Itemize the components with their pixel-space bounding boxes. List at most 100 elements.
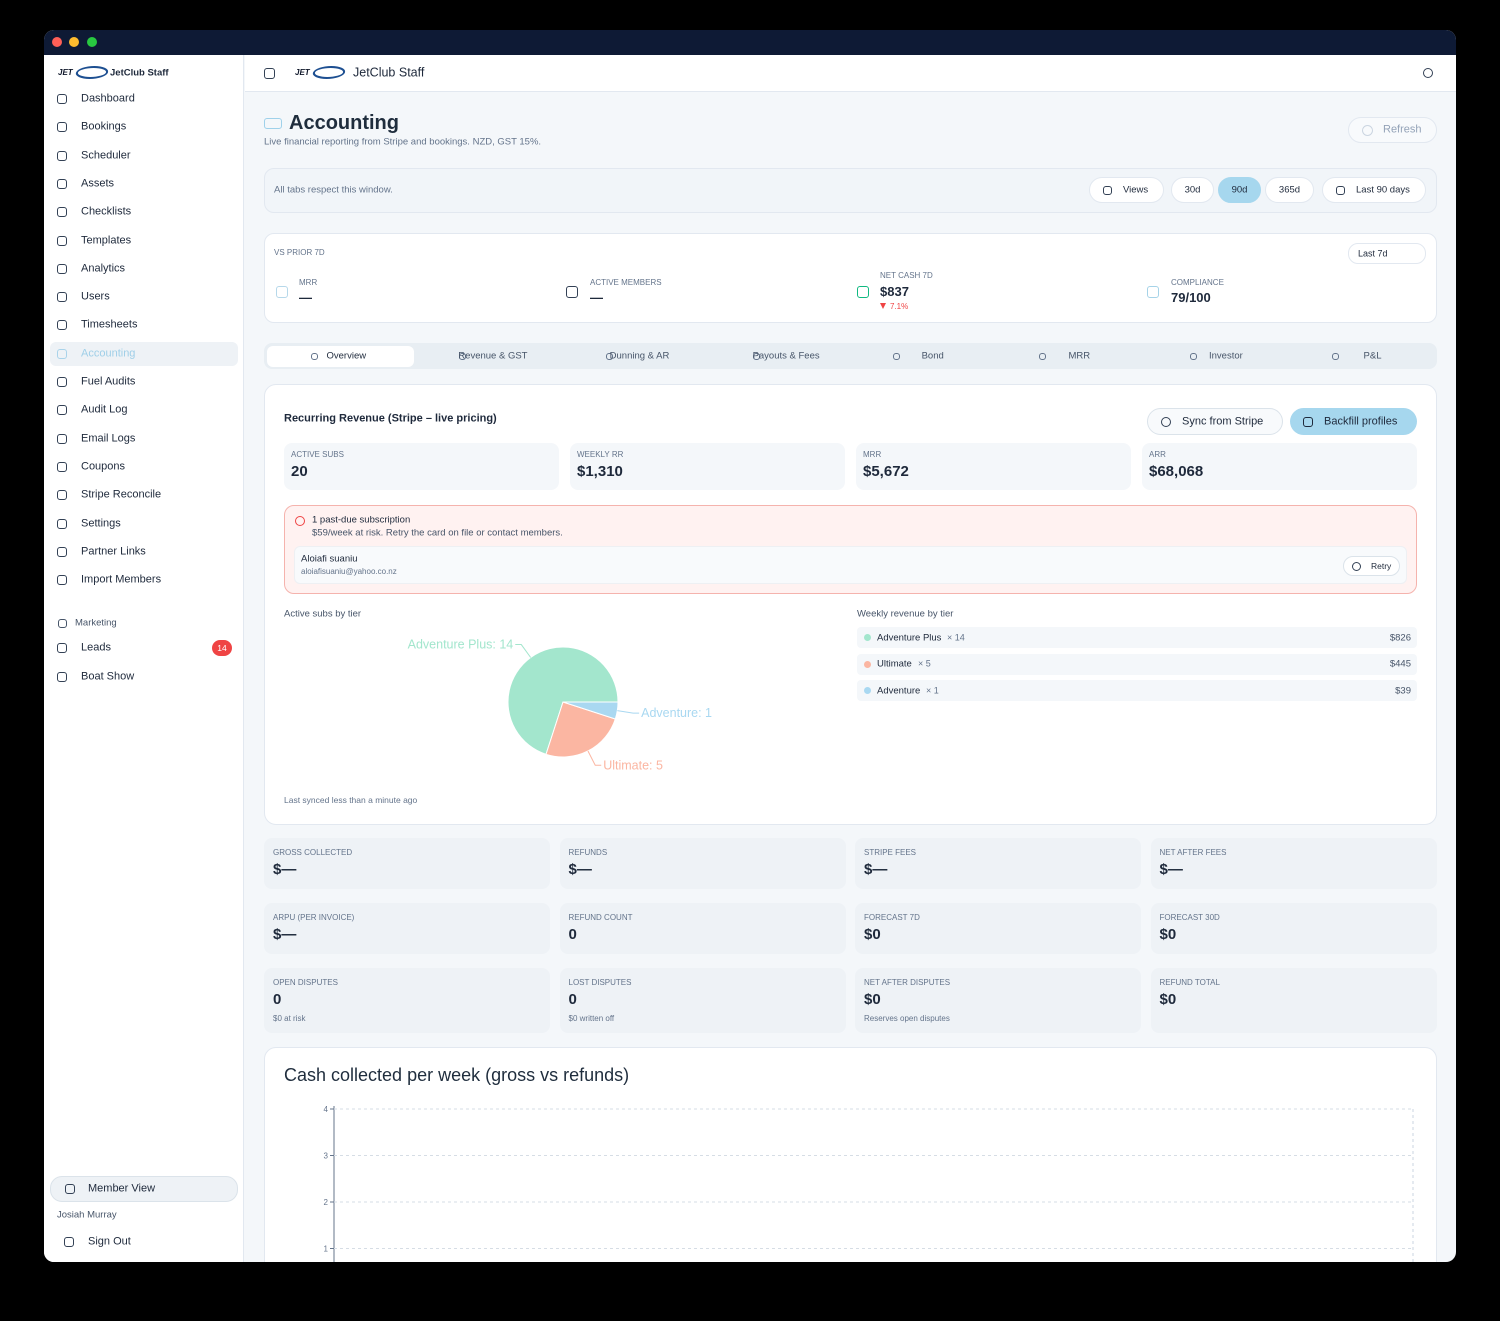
backfill-label[interactable]: Backfill profiles	[1324, 414, 1398, 427]
stat-value: $68,068	[1149, 463, 1204, 480]
retry-label[interactable]: Retry	[1371, 560, 1392, 571]
tier-name: Adventure Plus	[877, 631, 942, 643]
header-icon	[264, 118, 282, 129]
sign-out[interactable]: Sign Out	[88, 1235, 131, 1248]
metric-card	[559, 968, 846, 1033]
metric-note: $0 written off	[568, 1014, 615, 1024]
range-label[interactable]: 365d	[1278, 184, 1301, 196]
nav-item[interactable]: Scheduler	[81, 149, 131, 161]
tab[interactable]: Bond	[921, 350, 944, 362]
metric-value: $—	[273, 926, 297, 943]
nav-item[interactable]: Import Members	[81, 573, 162, 586]
tab[interactable]: Dunning & AR	[609, 350, 670, 362]
metric-label: REFUND COUNT	[568, 913, 633, 923]
page-title: Accounting	[289, 112, 399, 134]
button-icon	[1102, 185, 1112, 195]
nav-item[interactable]: Checklists	[81, 205, 132, 218]
metric-value: 0	[568, 926, 577, 943]
tab[interactable]: Revenue & GST	[458, 350, 528, 362]
nav-icon	[57, 433, 67, 444]
sync-icon	[1161, 416, 1171, 427]
metric-card	[264, 968, 550, 1033]
nav-item[interactable]: Templates	[81, 233, 132, 246]
nav-icon	[57, 207, 67, 218]
nav-icon	[57, 348, 67, 359]
nav-item[interactable]: Boat Show	[81, 669, 135, 682]
tab-icon	[459, 352, 467, 360]
tab[interactable]: Investor	[1208, 350, 1243, 362]
nav-item[interactable]: Leads	[81, 641, 111, 654]
window-control[interactable]	[69, 37, 79, 47]
period-select[interactable]	[1348, 243, 1426, 264]
backfill-button[interactable]	[1290, 408, 1417, 435]
nav-icon	[57, 150, 67, 161]
period-label[interactable]: Last 7d	[1358, 248, 1388, 259]
app-window: JET JetClub Staff Dashboard Bookings Schedul…	[44, 30, 1456, 1262]
sync-label[interactable]: Sync from Stripe	[1182, 414, 1264, 427]
kpi-caption: VS PRIOR 7D	[274, 248, 325, 258]
kpi-delta: 7.1%	[890, 302, 909, 312]
nav-icon	[57, 518, 67, 529]
kpi-icon	[1147, 286, 1159, 298]
nav-item[interactable]: Partner Links	[81, 545, 146, 558]
range-button[interactable]	[1089, 177, 1164, 203]
metric-card	[1150, 838, 1437, 889]
button-label[interactable]: Last 90 days	[1356, 184, 1410, 196]
stat-box	[856, 443, 1131, 490]
nav-item[interactable]: Settings	[81, 516, 121, 529]
tier-dot	[864, 660, 871, 668]
range-button[interactable]	[1171, 177, 1214, 203]
nav-item[interactable]: Bookings	[81, 120, 127, 133]
nav-item[interactable]: Users	[81, 290, 110, 303]
range-button[interactable]	[1218, 177, 1261, 203]
tier-count: × 14	[947, 632, 965, 643]
tab[interactable]: MRR	[1068, 350, 1091, 362]
badge: 14	[217, 642, 227, 653]
sign-out-icon	[64, 1237, 74, 1247]
chart-title: Active subs by tier	[284, 608, 362, 620]
tab[interactable]: Payouts & Fees	[752, 350, 820, 362]
title-bar	[44, 30, 1456, 55]
tab[interactable]: Overview	[326, 350, 367, 362]
nav-item[interactable]: Coupons	[81, 460, 126, 473]
kpi-icon	[566, 286, 578, 298]
button-label[interactable]: Views	[1123, 184, 1149, 196]
button-icon	[1335, 185, 1345, 195]
range-label[interactable]: 90d	[1231, 184, 1248, 196]
nav-icon	[57, 320, 67, 331]
nav-icon	[57, 235, 67, 246]
range-button[interactable]	[1322, 177, 1426, 203]
nav-item[interactable]: Dashboard	[81, 92, 135, 105]
window-control[interactable]	[52, 37, 62, 47]
metric-label: OPEN DISPUTES	[273, 978, 338, 988]
alert-title: 1 past-due subscription	[312, 514, 411, 526]
range-button[interactable]	[1265, 177, 1314, 203]
kpi-label: MRR	[299, 278, 318, 288]
nav-item[interactable]: Accounting	[81, 347, 136, 360]
nav-item[interactable]: Audit Log	[81, 403, 128, 416]
metric-card	[855, 968, 1141, 1033]
nav-item[interactable]: Analytics	[81, 262, 126, 275]
metric-value: $—	[1159, 861, 1183, 878]
nav-item[interactable]: Stripe Reconcile	[81, 488, 162, 501]
metric-label: NET AFTER FEES	[1159, 848, 1227, 858]
tier-amount: $39	[1395, 685, 1411, 697]
nav-section: Marketing	[75, 617, 117, 629]
member-view-label[interactable]: Member View	[88, 1182, 156, 1195]
tab-icon	[893, 352, 901, 360]
tab[interactable]: P&L	[1363, 350, 1382, 362]
nav-item[interactable]: Email Logs	[81, 432, 136, 444]
nav-icon	[57, 671, 67, 682]
nav-item[interactable]: Assets	[81, 177, 115, 190]
metric-card	[559, 838, 846, 889]
refresh-label[interactable]: Refresh	[1383, 123, 1422, 136]
member-view-button[interactable]	[50, 1176, 238, 1202]
metric-label: NET AFTER DISPUTES	[864, 978, 951, 988]
range-label[interactable]: 30d	[1184, 184, 1201, 196]
metric-value: $0	[864, 926, 881, 943]
nav-item[interactable]: Timesheets	[81, 318, 138, 331]
window-control[interactable]	[87, 37, 97, 47]
nav-item[interactable]: Fuel Audits	[81, 375, 136, 388]
retry-button[interactable]	[1343, 556, 1400, 576]
tab-selected	[267, 346, 414, 367]
